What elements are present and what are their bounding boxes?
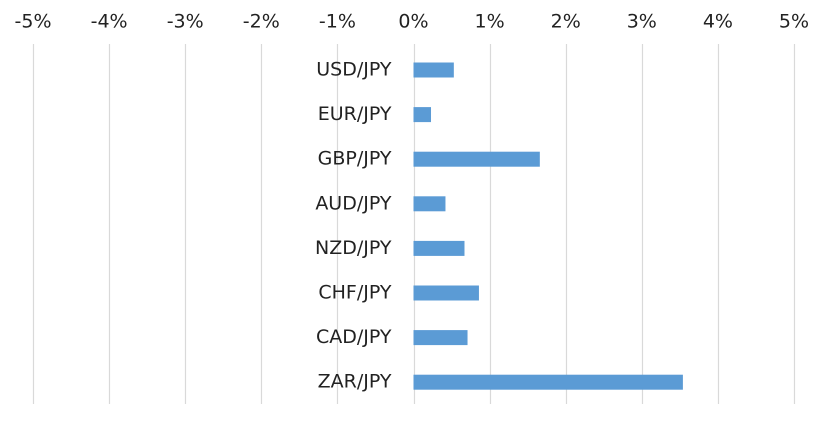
x-tick-label: -1% <box>319 11 356 33</box>
x-tick-label: -4% <box>91 11 128 33</box>
category-label: GBP/JPY <box>318 148 392 170</box>
x-tick-label: 4% <box>703 11 733 33</box>
x-tick-label: 3% <box>627 11 657 33</box>
bar <box>413 107 432 123</box>
x-tick-label: 1% <box>475 11 505 33</box>
category-label: AUD/JPY <box>315 192 392 214</box>
gridlines <box>32 44 796 404</box>
bar <box>413 374 683 390</box>
bar <box>413 151 540 167</box>
bar <box>413 240 465 256</box>
bar <box>413 62 454 78</box>
x-tick-label: -3% <box>167 11 204 33</box>
category-label: NZD/JPY <box>315 237 392 259</box>
bar <box>413 285 479 301</box>
category-labels: USD/JPY EUR/JPY GBP/JPY AUD/JPY NZD/JPY CHF/J… <box>315 59 392 393</box>
bar <box>413 196 446 212</box>
bar <box>413 330 468 346</box>
category-label: CAD/JPY <box>316 326 392 348</box>
bars <box>413 62 683 390</box>
category-label: USD/JPY <box>316 59 392 81</box>
x-tick-label: 2% <box>551 11 581 33</box>
x-tick-label: -5% <box>15 11 52 33</box>
category-label: EUR/JPY <box>318 103 392 125</box>
category-label: ZAR/JPY <box>318 371 392 393</box>
x-tick-label: 5% <box>779 11 809 33</box>
category-label: CHF/JPY <box>318 282 392 304</box>
x-tick-label: 0% <box>398 11 428 33</box>
x-axis-tick-labels: -5% -4% -3% -2% -1% 0% 1% 2% 3% 4% 5% <box>15 11 810 33</box>
x-tick-label: -2% <box>243 11 280 33</box>
